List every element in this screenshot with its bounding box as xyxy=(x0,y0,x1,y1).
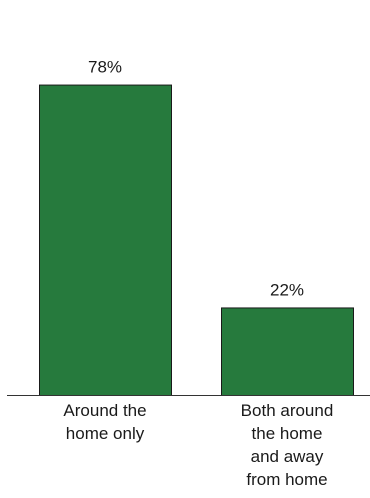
bar-0 xyxy=(39,84,172,396)
value-label-1: 22% xyxy=(270,280,304,299)
category-label-1-line-3: from home xyxy=(246,470,327,489)
bars-group xyxy=(39,84,354,396)
category-label-0-line-1: home only xyxy=(66,424,145,443)
category-label-0-line-0: Around the xyxy=(63,401,146,420)
category-label-1-line-1: the home xyxy=(252,424,323,443)
value-labels-group: 78% 22% xyxy=(88,58,304,300)
category-label-1-line-0: Both around xyxy=(241,401,334,420)
value-label-0: 78% xyxy=(88,58,122,77)
category-labels-group: Around the home only Both around the home an… xyxy=(63,401,333,489)
category-label-1-line-2: and away xyxy=(251,447,324,466)
bar-1 xyxy=(221,307,354,396)
